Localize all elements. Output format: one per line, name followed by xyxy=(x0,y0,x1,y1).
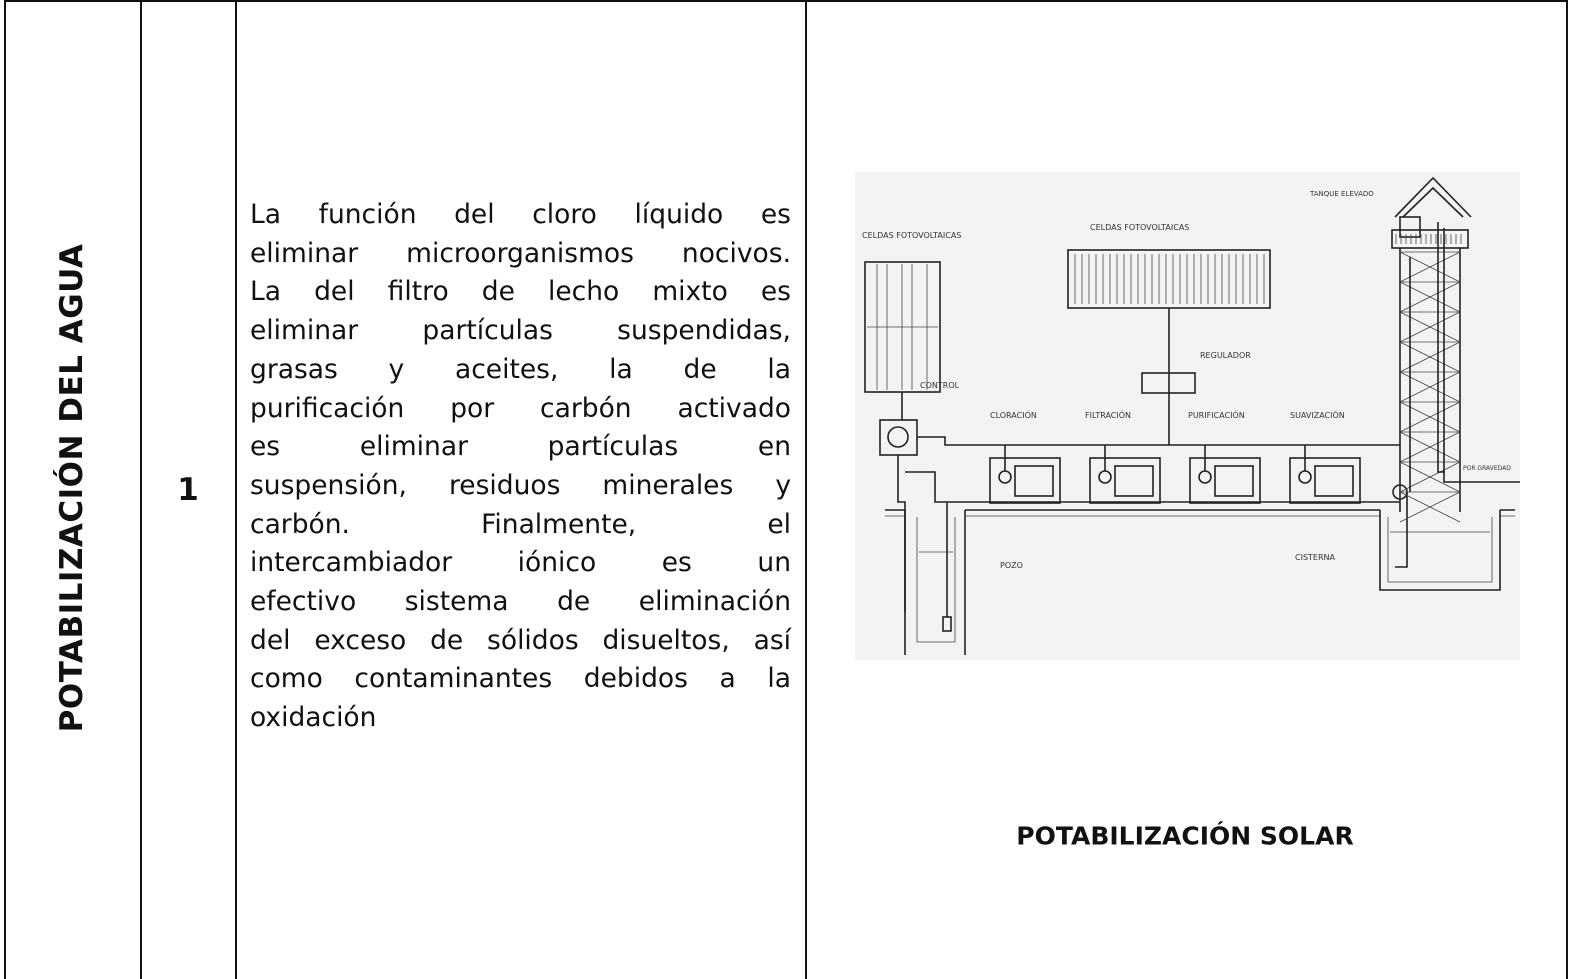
diagram-label: TANQUE ELEVADO xyxy=(1309,190,1374,198)
table-border xyxy=(4,0,1568,2)
description-line: purificación por carbón activado xyxy=(250,392,791,424)
description-line: grasas y aceites, la de la xyxy=(250,353,791,385)
description-line: oxidación xyxy=(250,702,377,734)
solar-diagram: CELDAS FOTOVOLTAICAS CELDAS FOTOVOLTAICA… xyxy=(855,172,1520,660)
image-background xyxy=(855,172,1520,660)
description-line: del exceso de sólidos disueltos, así xyxy=(250,624,791,656)
image-caption: POTABILIZACIÓN SOLAR xyxy=(1016,821,1354,851)
description-line: como contaminantes debidos a la xyxy=(250,663,791,695)
table-border xyxy=(140,0,142,979)
table-border xyxy=(805,0,807,979)
diagram-label: CELDAS FOTOVOLTAICAS xyxy=(1090,223,1189,232)
diagram-label: REGULADOR xyxy=(1200,351,1251,360)
sketch-drawing xyxy=(864,176,1520,655)
row-number: 1 xyxy=(177,472,199,508)
diagram-label: PURIFICACIÓN xyxy=(1188,409,1245,420)
description-line: intercambiador iónico es un xyxy=(250,547,791,579)
diagram-label: POR GRAVEDAD xyxy=(1463,465,1511,472)
diagram-label: CELDAS FOTOVOLTAICAS xyxy=(862,231,961,240)
description-line: eliminar microorganismos nocivos. xyxy=(250,237,791,269)
diagram-label: CISTERNA xyxy=(1295,553,1336,562)
table-border xyxy=(4,0,6,979)
description: La función del cloro líquido es eliminar … xyxy=(250,196,791,738)
diagram-label: CONTROL xyxy=(920,381,960,390)
description-line: La del filtro de lecho mixto es xyxy=(250,276,791,308)
diagram-label: SUAVIZACIÓN xyxy=(1290,409,1345,420)
diagram-label: FILTRACIÓN xyxy=(1085,409,1131,420)
diagram-label: CLORACIÓN xyxy=(990,409,1037,420)
description-line: La función del cloro líquido es xyxy=(250,199,791,230)
description-line: suspensión, residuos minerales y xyxy=(250,469,791,501)
description-line: efectivo sistema de eliminación xyxy=(250,586,791,618)
description-line: carbón. Finalmente, el xyxy=(250,508,791,540)
section-title: POTABILIZACIÓN DEL AGUA xyxy=(54,243,90,733)
description-line: eliminar partículas suspendidas, xyxy=(250,315,791,347)
diagram-label: POZO xyxy=(1000,561,1023,570)
table-border xyxy=(235,0,237,979)
description-line: es eliminar partículas en xyxy=(250,431,791,463)
table-border xyxy=(1566,0,1568,979)
